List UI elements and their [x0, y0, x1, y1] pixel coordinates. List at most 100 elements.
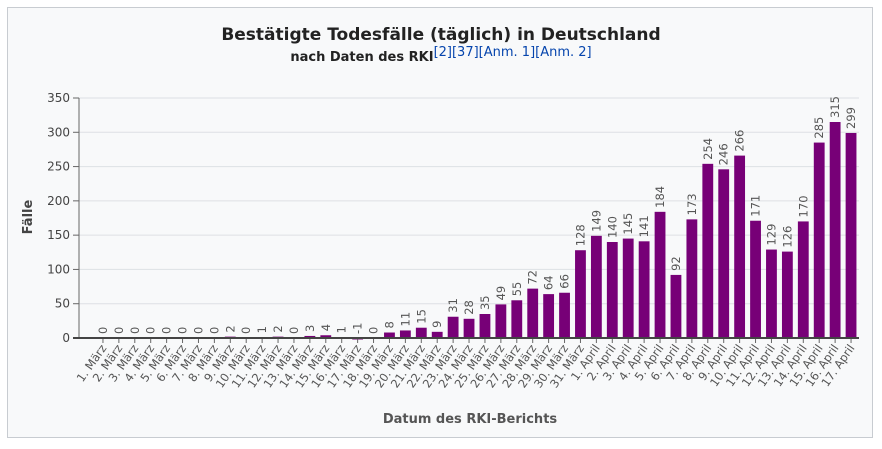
data-label: -1: [351, 323, 365, 334]
data-label: 2: [223, 325, 237, 332]
data-label: 1: [335, 326, 349, 333]
bar: [543, 294, 555, 338]
data-label: 0: [128, 327, 142, 334]
bar: [670, 274, 682, 338]
data-label: 1: [255, 326, 269, 333]
data-label: 141: [637, 215, 651, 237]
bar: [829, 122, 841, 338]
bar: [447, 316, 459, 338]
y-tick-label: 0: [62, 331, 70, 345]
bar: [734, 155, 746, 338]
y-tick-label: 250: [47, 160, 70, 174]
data-label: 285: [812, 117, 826, 139]
data-label: 2: [271, 325, 285, 332]
y-tick-label: 50: [55, 297, 70, 311]
data-label: 35: [478, 295, 492, 310]
data-label: 28: [462, 300, 476, 315]
data-label: 254: [701, 138, 715, 160]
bar: [559, 292, 570, 338]
data-label: 8: [382, 321, 396, 328]
data-label: 31: [446, 298, 460, 313]
reference-link-anm-1[interactable]: [Anm. 1]: [478, 45, 536, 60]
bar: [495, 304, 507, 338]
data-label: 0: [176, 327, 190, 334]
bar: [575, 250, 586, 338]
bar: [813, 142, 825, 338]
data-label: 11: [398, 312, 412, 327]
data-label: 55: [510, 282, 524, 297]
data-label: 149: [589, 210, 603, 232]
data-label: 92: [669, 256, 683, 271]
x-axis-label: Datum des RKI-Berichts: [383, 412, 558, 427]
bar: [638, 241, 650, 338]
reference-link-anm-2[interactable]: [Anm. 2]: [535, 45, 592, 60]
data-label: 128: [573, 224, 587, 246]
bar: [750, 220, 761, 338]
y-tick-label: 300: [47, 125, 70, 139]
bar: [320, 335, 332, 338]
bar: [399, 330, 411, 338]
data-label: 15: [414, 309, 428, 324]
data-label: 0: [96, 327, 110, 334]
y-axis-label: Fälle: [21, 200, 36, 235]
y-tick-label: 350: [47, 91, 70, 105]
data-label: 145: [621, 213, 635, 235]
bar: [590, 235, 602, 338]
bar: [463, 318, 475, 338]
bar: [527, 288, 539, 338]
axes: [73, 97, 859, 343]
data-label: 129: [764, 224, 778, 246]
bar: [718, 169, 730, 338]
data-label: 170: [796, 195, 810, 217]
bar: [702, 163, 714, 338]
bar: [622, 238, 634, 338]
data-label: 0: [191, 327, 205, 334]
data-label: 0: [160, 327, 174, 334]
data-label: 0: [112, 327, 126, 334]
data-label: 0: [207, 327, 221, 334]
data-label: 0: [367, 327, 381, 334]
data-label: 126: [780, 226, 794, 248]
reference-links: [2][37][Anm. 1][Anm. 2]: [434, 45, 592, 60]
bar: [304, 335, 316, 338]
data-label: 173: [685, 193, 699, 215]
bar: [766, 249, 777, 338]
bar: [479, 314, 491, 338]
data-label: 171: [749, 195, 763, 217]
y-tick-label: 200: [47, 194, 70, 208]
chart-subtitle: nach Daten des RKI: [290, 50, 434, 65]
data-label: 184: [653, 186, 667, 208]
data-label: 266: [733, 130, 747, 152]
chart-subtitle-line: nach Daten des RKI[2][37][Anm. 1][Anm. 2…: [0, 45, 882, 65]
data-label: 140: [605, 216, 619, 238]
y-tick-label: 100: [47, 262, 70, 276]
bar: [845, 132, 857, 338]
y-tick-label: 150: [47, 228, 70, 242]
chart-title: Bestätigte Todesfälle (täglich) in Deuts…: [221, 25, 661, 45]
data-label: 246: [717, 143, 731, 165]
data-label: 315: [828, 96, 842, 118]
data-label: 299: [844, 107, 858, 129]
bar: [384, 332, 395, 338]
reference-link-37[interactable]: [37]: [451, 45, 479, 60]
bar: [686, 219, 698, 338]
reference-link-2[interactable]: [2]: [433, 45, 452, 60]
bar: [511, 300, 523, 338]
data-label: 3: [303, 325, 317, 332]
bars: [224, 122, 857, 340]
data-label: 4: [319, 324, 333, 331]
data-label: 72: [526, 270, 540, 285]
bar: [606, 242, 618, 338]
bar: [654, 211, 666, 338]
bar: [431, 331, 443, 338]
data-label: 0: [144, 327, 158, 334]
data-label: 0: [239, 327, 253, 334]
data-label: 64: [542, 275, 556, 290]
data-label: 66: [558, 274, 572, 289]
data-label: 9: [430, 321, 444, 328]
data-label: 0: [287, 327, 301, 334]
bar: [797, 221, 809, 338]
bar: [781, 251, 793, 338]
